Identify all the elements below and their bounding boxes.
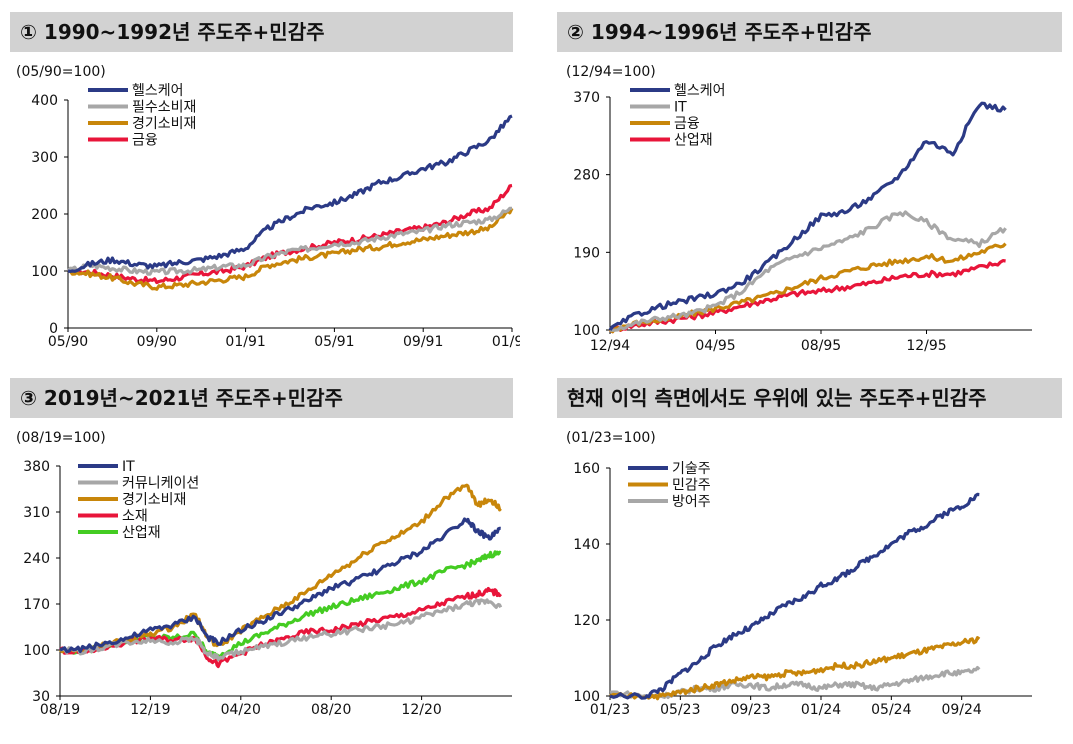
y-tick-label: 310 [23,505,50,521]
series-line [67,114,513,273]
y-tick-label: 140 [573,537,600,553]
x-tick-label: 12/19 [130,702,170,718]
legend-label: 금융 [132,133,158,149]
series-line [59,598,503,662]
x-tick-label: 09/23 [730,702,770,718]
series-line [608,101,1007,331]
x-tick-label: 09/24 [941,702,981,718]
series-line [66,206,512,276]
y-tick-label: 100 [573,689,600,705]
legend-label: 필수소비재 [132,100,196,116]
x-tick-label: 05/91 [314,334,354,350]
x-tick-label: 01/92 [492,334,520,350]
x-tick-label: 12/94 [590,338,630,354]
series-line [609,636,981,701]
x-tick-label: 04/20 [221,702,261,718]
y-tick-label: 120 [573,613,600,629]
x-tick-label: 09/90 [137,334,177,350]
x-tick-label: 08/19 [40,702,80,718]
legend-label: 소재 [122,509,148,525]
index-base-label: (12/94=100) [566,64,656,80]
y-tick-label: 380 [23,459,50,475]
y-tick-label: 370 [573,90,600,106]
panel-title: 현재 이익 측면에서도 우위에 있는 주도주+민감주 [557,378,1062,418]
y-tick-label: 300 [31,150,58,166]
chart-2019-2021: 30 100 170 240 310 380 08/19 12/19 04/20 08/20 12/… [23,459,512,718]
legend-label: 방어주 [672,494,711,510]
y-tick-label: 0 [49,321,58,337]
legend-label: 산업재 [122,525,161,541]
series-line [59,483,502,655]
legend-label: 경기소비재 [122,492,186,508]
legend-label: 헬스케어 [132,83,184,99]
chart-1990-1992: 0 100 200 300 400 05/90 09/90 01/91 05/91 09/91 01… [31,83,520,350]
series-line [67,207,514,291]
index-base-label: (05/90=100) [16,64,106,80]
x-tick-label: 04/95 [695,338,735,354]
x-tick-label: 09/91 [403,334,443,350]
x-tick-label: 05/24 [871,702,911,718]
series-line [609,210,1007,332]
x-tick-label: 12/95 [906,338,946,354]
x-tick-label: 08/20 [311,702,351,718]
series-line [609,259,1006,334]
panel-title: ① 1990~1992년 주도주+민감주 [10,12,513,52]
series-line [609,492,980,700]
legend-label: IT [674,100,687,116]
x-tick-label: 08/95 [801,338,841,354]
panel-title: ③ 2019년~2021년 주도주+민감주 [10,378,513,418]
chart-1994-1996: 100 190 280 370 12/94 04/95 08/95 12/95 헬스케어IT금융… [573,83,1032,354]
y-tick-label: 190 [573,245,600,261]
y-tick-label: 100 [573,323,600,339]
x-tick-label: 05/90 [48,334,88,350]
legend-label: 산업재 [674,133,713,149]
y-tick-label: 400 [31,93,58,109]
x-tick-label: 05/23 [660,702,700,718]
series-line [59,517,502,654]
y-tick-label: 170 [23,597,50,613]
y-tick-label: 240 [23,551,50,567]
y-tick-label: 280 [573,168,600,184]
y-tick-label: 30 [32,689,50,705]
x-tick-label: 01/91 [225,334,265,350]
legend-label: 기술주 [672,461,711,477]
x-tick-label: 12/20 [401,702,441,718]
legend-label: 경기소비재 [132,116,196,132]
x-tick-label: 01/23 [590,702,630,718]
series-line [58,586,502,669]
legend-label: 민감주 [672,478,711,494]
y-tick-label: 100 [23,643,50,659]
y-tick-label: 160 [573,461,600,477]
y-tick-label: 200 [31,207,58,223]
series-line [66,183,513,285]
legend-label: IT [122,459,135,475]
chart-current-earnings: 100 120 140 160 01/23 05/23 09/23 01/24 05/24 09/… [573,461,1032,718]
y-tick-label: 100 [31,264,58,280]
x-tick-label: 01/24 [801,702,841,718]
index-base-label: (01/23=100) [566,430,656,446]
legend-label: 커뮤니케이션 [122,476,199,492]
index-base-label: (08/19=100) [16,430,106,446]
legend-label: 금융 [674,116,700,132]
panel-title: ② 1994~1996년 주도주+민감주 [557,12,1062,52]
legend-label: 헬스케어 [674,83,726,99]
